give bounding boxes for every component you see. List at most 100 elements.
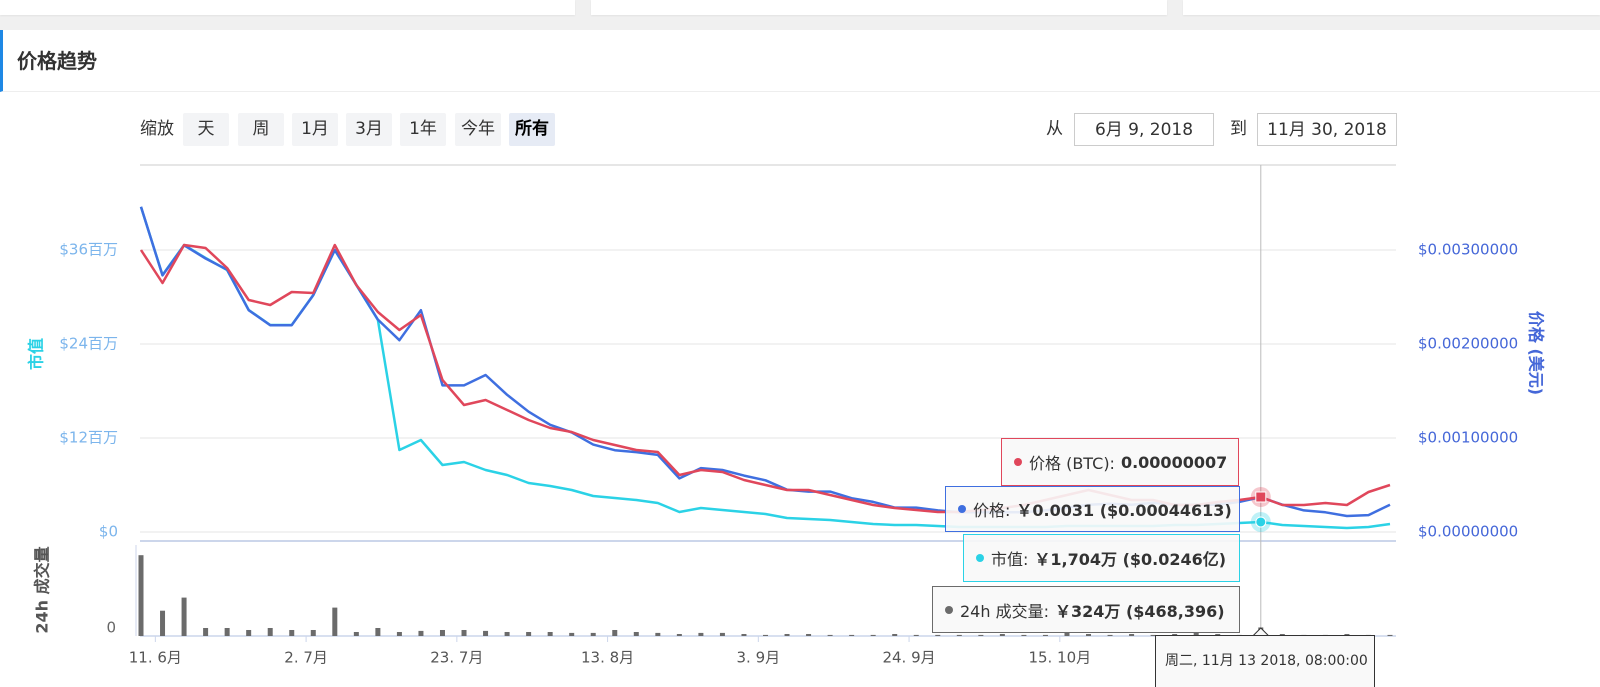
volume-bar [655,632,661,636]
zoom-label: 缩放 [140,119,174,139]
volume-bar [353,631,359,636]
y-tick-label: $24百万 [59,335,118,353]
volume-bar [612,629,618,636]
volume-bar [698,632,704,636]
tooltip: 价格 (BTC): 0.00000007 [1001,438,1239,486]
volume-bar [1215,633,1221,636]
y2-axis-title: 价格 (美元) [1527,311,1546,395]
x-tick-label: 24. 9月 [882,649,935,667]
volume-bar [806,633,812,636]
volume-bar [332,607,338,636]
tooltip-dot [958,505,966,513]
volume-bar [741,633,747,636]
tooltip-label: 市值: [991,550,1029,569]
volume-bar [676,633,682,636]
volume-bar [138,555,144,636]
volume-axis-title: 24h 成交量 [33,546,52,633]
volume-bar [375,627,381,636]
zoom-button[interactable]: 1月 [292,113,338,146]
y2-tick-label: $0.00300000 [1418,241,1518,259]
tooltip-dot [976,554,984,562]
volume-bar [504,631,510,636]
hover-marker [1255,516,1267,528]
volume-bar [913,634,919,636]
volume-bar [224,627,230,636]
tooltip-pointer [1252,627,1270,637]
volume-bar [483,630,489,636]
volume-tick-label: 0 [106,619,116,637]
volume-bar [1344,633,1350,636]
zoom-button[interactable]: 天 [183,113,229,146]
volume-bar [1021,634,1027,636]
volume-bar [590,632,596,636]
volume-bar [1129,633,1135,636]
volume-bar [1172,633,1178,636]
volume-bar [181,597,187,636]
volume-bar [246,629,252,636]
volume-bar [1086,633,1092,636]
tooltip-dot [1014,458,1022,466]
x-tick-label: 23. 7月 [430,649,483,667]
volume-bar [870,634,876,636]
volume-bar [203,627,209,636]
volume-bar [396,631,402,636]
from-label: 从 [1046,119,1063,139]
y2-tick-label: $0.00000000 [1418,523,1518,541]
zoom-button[interactable]: 周 [238,113,284,146]
card [1183,0,1600,15]
card [591,0,1167,15]
volume-bar [784,633,790,636]
volume-bar [1193,632,1199,636]
volume-bar [719,632,725,636]
zoom-button[interactable]: 1年 [400,113,446,146]
to-date[interactable]: 11月 30, 2018 [1257,113,1397,146]
volume-bar [1107,634,1113,636]
zoom-button[interactable]: 今年 [455,113,501,146]
from-date[interactable]: 6月 9, 2018 [1074,113,1214,146]
volume-bar [633,631,639,636]
zoom-button[interactable]: 所有 [509,113,555,146]
hover-marker [1255,491,1267,503]
to-label: 到 [1230,119,1247,139]
card [0,0,575,15]
volume-bar [526,631,532,636]
volume-bar [310,629,316,636]
x-tick-label: 3. 9月 [737,649,781,667]
tooltip: 价格: ￥0.0031 ($0.00044613) [945,486,1240,532]
volume-bar [892,633,898,636]
volume-bar [763,634,768,636]
volume-bar [849,634,855,636]
volume-bar [1064,632,1070,636]
y-axis-title: 市值 [27,338,46,370]
section-title: 价格趋势 [17,49,97,73]
tooltip-label: 24h 成交量: [960,601,1049,621]
tooltip-value: ￥0.0031 ($0.00044613) [1016,501,1232,520]
tooltip-value: ￥324万 ($468,396) [1054,601,1225,621]
volume-bar [1279,633,1285,636]
y2-tick-label: $0.00100000 [1418,429,1518,447]
y-tick-label: $36百万 [59,241,118,259]
tooltip-date: 周二, 11月 13 2018, 08:00:00 [1155,635,1375,687]
tooltip-label: 价格 (BTC): [1029,454,1115,473]
x-tick-label: 15. 10月 [1028,649,1091,667]
section-header: 价格趋势 [0,30,1600,92]
volume-bar [1150,634,1156,636]
volume-bar [827,634,833,636]
volume-bar [289,629,295,636]
tooltip: 24h 成交量: ￥324万 ($468,396) [932,586,1240,633]
volume-bar [978,634,984,636]
tooltip-label: 价格: [973,501,1011,520]
zoom-button[interactable]: 3月 [346,113,392,146]
volume-bar [935,634,941,636]
x-tick-label: 13. 8月 [581,649,634,667]
volume-bar [418,630,424,636]
volume-bar [547,631,553,636]
y2-tick-label: $0.00200000 [1418,335,1518,353]
tooltip-dot [945,605,953,614]
tooltip-value: ￥1,704万 ($0.0246亿) [1034,550,1227,569]
x-tick-label: 11. 6月 [129,649,182,667]
volume-bar [1042,634,1048,636]
volume-bar [569,632,575,636]
